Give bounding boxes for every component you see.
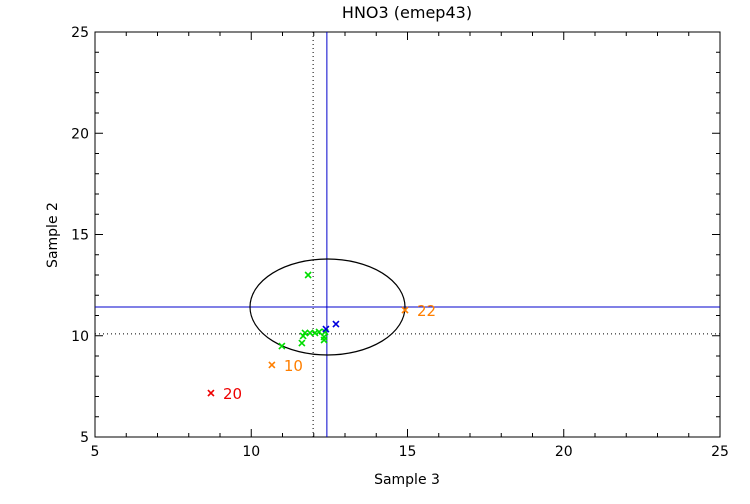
y-tick-label: 5	[80, 430, 89, 446]
x-tick-label: 25	[711, 444, 729, 460]
data-point-green	[315, 328, 323, 336]
data-point-green	[320, 333, 328, 341]
point-label: 22	[417, 302, 436, 320]
x-tick-label: 10	[242, 444, 260, 460]
data-point-green	[278, 342, 286, 350]
data-point-orange	[268, 361, 276, 369]
data-point-orange	[401, 306, 409, 314]
y-axis-label: Sample 2	[45, 202, 61, 268]
data-point-blue	[322, 325, 330, 333]
data-point-blue	[332, 320, 340, 328]
y-tick-label: 10	[71, 329, 89, 345]
y-tick-label: 20	[71, 126, 89, 142]
chart-title: HNO3 (emep43)	[342, 3, 472, 22]
x-tick-label: 15	[399, 444, 417, 460]
x-axis-label: Sample 3	[374, 472, 440, 488]
data-point-green	[304, 271, 312, 279]
data-point-green	[298, 339, 306, 347]
confidence-ellipse	[249, 258, 406, 356]
plot-frame	[94, 31, 721, 438]
point-label: 10	[284, 357, 303, 375]
y-tick-label: 25	[71, 25, 89, 41]
point-label: 20	[223, 385, 242, 403]
data-point-red	[207, 389, 215, 397]
x-tick-label: 5	[91, 444, 100, 460]
x-tick-label: 20	[555, 444, 573, 460]
y-tick-label: 15	[71, 228, 89, 244]
